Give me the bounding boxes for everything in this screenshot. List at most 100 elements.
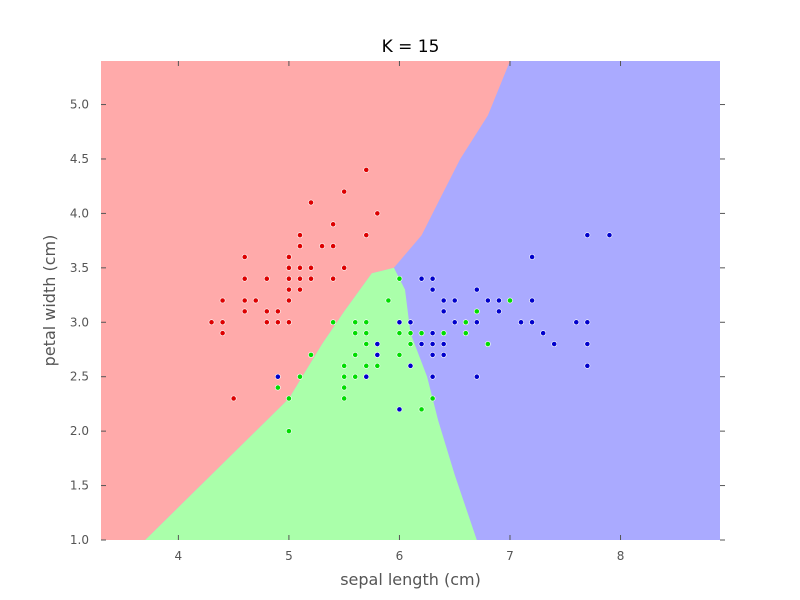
scatter-point xyxy=(363,362,370,369)
scatter-point xyxy=(286,254,292,260)
scatter-point xyxy=(473,308,480,315)
scatter-point xyxy=(507,297,513,304)
scatter-point xyxy=(529,319,535,326)
region-green xyxy=(145,267,477,540)
scatter-point xyxy=(363,330,370,337)
x-axis-label: sepal length (cm) xyxy=(340,570,481,589)
y-tick-label: 3.0 xyxy=(70,315,89,329)
scatter-point xyxy=(363,166,370,173)
scatter-point xyxy=(274,319,281,326)
scatter-point xyxy=(374,210,381,217)
scatter-point xyxy=(319,243,325,249)
y-tick-label: 4.0 xyxy=(70,206,89,220)
scatter-point xyxy=(219,297,226,304)
scatter-point xyxy=(330,243,337,249)
scatter-point xyxy=(518,319,524,326)
scatter-point xyxy=(352,373,359,380)
scatter-point xyxy=(374,362,381,369)
scatter-point xyxy=(341,395,348,402)
scatter-point xyxy=(418,341,425,347)
scatter-point xyxy=(496,297,502,304)
scatter-point xyxy=(341,188,348,195)
y-tick-label: 1.5 xyxy=(70,479,89,493)
scatter-point xyxy=(230,395,237,402)
scatter-point xyxy=(573,319,580,326)
scatter-point xyxy=(286,264,292,271)
scatter-point xyxy=(440,352,447,358)
scatter-point xyxy=(263,319,270,326)
scatter-point xyxy=(484,297,491,304)
scatter-point xyxy=(429,286,436,293)
scatter-point xyxy=(330,221,337,228)
scatter-point xyxy=(429,395,436,402)
scatter-point xyxy=(297,286,303,293)
y-tick-label: 2.0 xyxy=(70,424,89,438)
scatter-point xyxy=(385,297,392,304)
scatter-point xyxy=(418,406,425,413)
scatter-point xyxy=(473,319,480,326)
y-tick-label: 2.5 xyxy=(70,370,89,384)
scatter-point xyxy=(496,308,502,315)
scatter-point xyxy=(341,362,348,369)
scatter-point xyxy=(473,373,480,380)
scatter-point xyxy=(286,297,292,304)
scatter-point xyxy=(341,373,348,380)
scatter-point xyxy=(440,308,447,315)
scatter-point xyxy=(396,275,403,282)
scatter-point xyxy=(429,341,436,347)
scatter-point xyxy=(308,352,314,358)
x-tick-label: 5 xyxy=(285,549,293,563)
scatter-point xyxy=(462,330,469,337)
scatter-points xyxy=(208,166,613,435)
scatter-point xyxy=(429,330,436,337)
scatter-point xyxy=(606,232,613,239)
scatter-point xyxy=(462,319,469,326)
scatter-point xyxy=(286,395,292,402)
scatter-point xyxy=(407,319,414,326)
y-tick-label: 1.0 xyxy=(70,533,89,547)
scatter-point xyxy=(241,254,248,260)
scatter-point xyxy=(352,319,359,326)
scatter-point xyxy=(473,286,480,293)
scatter-point xyxy=(286,275,292,282)
x-tick-label: 8 xyxy=(617,549,625,563)
scatter-point xyxy=(286,286,292,293)
scatter-point xyxy=(551,341,558,347)
scatter-point xyxy=(263,308,270,315)
scatter-point xyxy=(407,330,414,337)
scatter-point xyxy=(297,243,303,249)
scatter-point xyxy=(363,373,370,380)
scatter-point xyxy=(297,373,303,380)
scatter-point xyxy=(407,362,414,369)
scatter-point xyxy=(440,341,447,347)
scatter-point xyxy=(363,341,370,347)
scatter-point xyxy=(429,275,436,282)
y-tick-label: 3.5 xyxy=(70,261,89,275)
scatter-point xyxy=(286,319,292,326)
scatter-point xyxy=(241,308,248,315)
scatter-point xyxy=(308,275,314,282)
scatter-point xyxy=(440,297,447,304)
scatter-point xyxy=(308,199,314,206)
scatter-point xyxy=(374,341,381,347)
scatter-point xyxy=(429,352,436,358)
scatter-point xyxy=(297,232,303,239)
scatter-point xyxy=(363,232,370,239)
scatter-point xyxy=(274,308,281,315)
scatter-point xyxy=(584,319,591,326)
scatter-point xyxy=(374,352,381,358)
scatter-point xyxy=(418,275,425,282)
x-tick-label: 4 xyxy=(175,549,183,563)
scatter-point xyxy=(219,330,226,337)
scatter-point xyxy=(584,232,591,239)
scatter-point xyxy=(529,297,535,304)
scatter-point xyxy=(263,275,270,282)
y-axis: 1.0 1.5 2.0 2.5 3.0 3.5 4.0 4.5 5.0 xyxy=(70,98,725,547)
x-axis: 4 5 6 7 8 xyxy=(175,61,625,563)
scatter-point xyxy=(297,275,303,282)
scatter-point xyxy=(297,264,303,271)
scatter-point xyxy=(330,319,337,326)
scatter-point xyxy=(274,384,281,391)
scatter-point xyxy=(219,319,226,326)
scatter-point xyxy=(396,406,403,413)
